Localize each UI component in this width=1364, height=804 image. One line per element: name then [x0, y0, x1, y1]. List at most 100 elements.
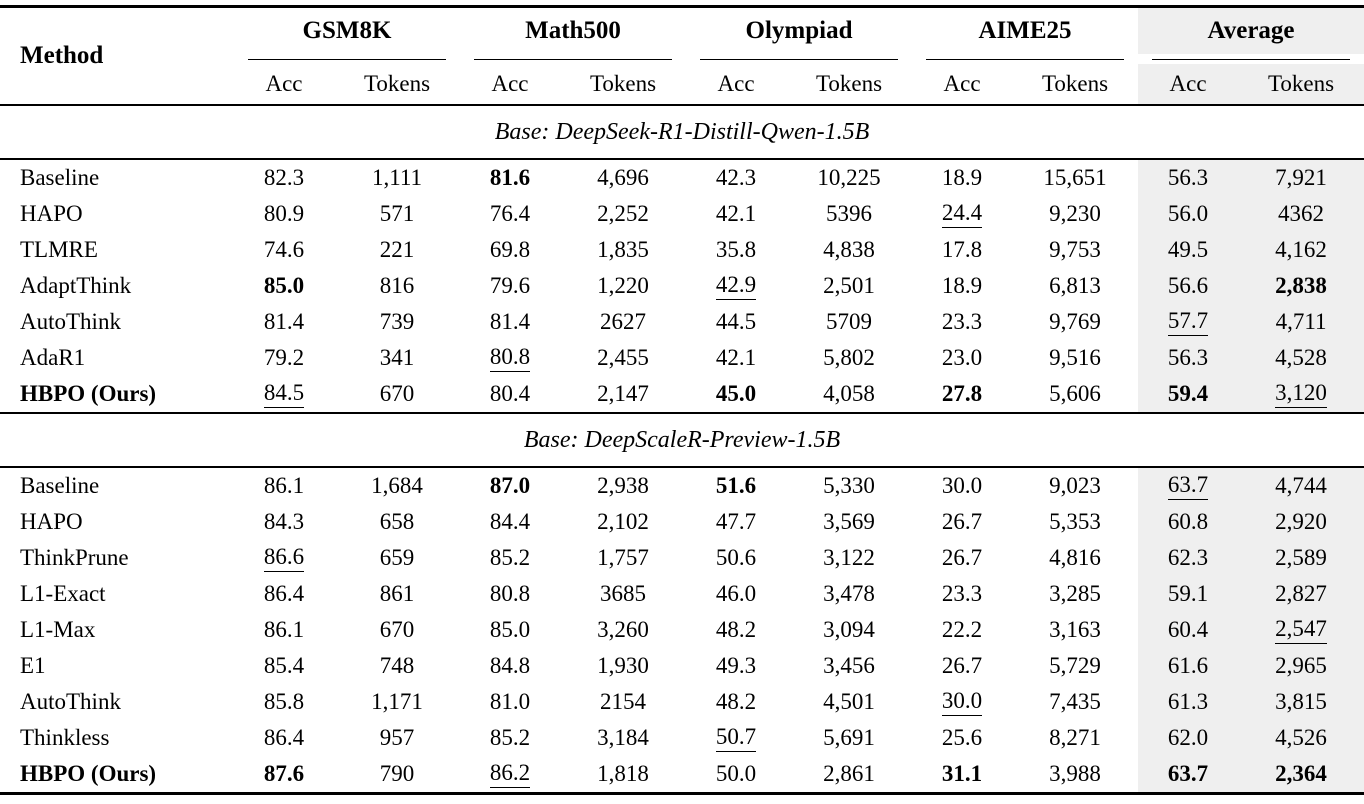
acc-cell: 48.2 [715, 689, 757, 714]
tokens-cell: 4,838 [823, 237, 875, 262]
table-row: HAPO 80.9 571 76.4 2,252 42.1 5396 24.4 9,230 56.… [0, 196, 1364, 232]
acc-cell: 47.7 [715, 509, 757, 534]
acc-cell: 61.3 [1138, 684, 1239, 720]
method-cell: Baseline [20, 165, 100, 190]
tokens-cell: 1,684 [371, 473, 423, 498]
acc-cell: 42.9 [686, 268, 786, 304]
method-cell: TLMRE [20, 237, 98, 262]
acc-cell: 56.3 [1138, 159, 1239, 196]
method-cell: Thinkless [20, 725, 110, 750]
acc-cell: 59.4 [1138, 376, 1239, 413]
results-table: Method GSM8K Math500 Olympiad AIME25 Ave… [0, 5, 1364, 795]
acc-cell: 61.6 [1138, 648, 1239, 684]
tokens-cell: 9,023 [1049, 473, 1101, 498]
acc-cell: 84.4 [489, 509, 531, 534]
acc-cell: 31.1 [941, 761, 983, 786]
tokens-cell: 2,938 [597, 473, 649, 498]
tokens-cell: 6,813 [1049, 273, 1101, 298]
acc-cell: 62.0 [1138, 720, 1239, 756]
acc-cell: 81.4 [489, 309, 531, 334]
acc-cell: 81.6 [489, 165, 531, 190]
table-row: AutoThink 81.4 739 81.4 2627 44.5 5709 23.3 9,76… [0, 304, 1364, 340]
method-cell: AdaR1 [20, 345, 86, 370]
acc-cell: 80.8 [489, 581, 531, 606]
tokens-cell: 3,163 [1049, 617, 1101, 642]
acc-cell: 85.4 [263, 653, 305, 678]
tokens-cell: 3,122 [823, 545, 875, 570]
acc-cell: 63.7 [1138, 467, 1239, 504]
tokens-cell: 8,271 [1049, 725, 1101, 750]
table-row: HBPO (Ours) 84.5 670 80.4 2,147 45.0 4,058 27.8… [0, 376, 1364, 413]
tokens-cell: 3,988 [1049, 761, 1101, 786]
acc-cell: 49.3 [715, 653, 757, 678]
tokens-cell: 2,920 [1238, 504, 1364, 540]
tokens-cell: 5,330 [823, 473, 875, 498]
subheader-acc: Acc [717, 71, 755, 96]
acc-cell: 46.0 [715, 581, 757, 606]
tokens-cell: 4,696 [597, 165, 649, 190]
tokens-cell: 2,252 [597, 201, 649, 226]
group-underline [1138, 54, 1364, 64]
tokens-cell: 3685 [600, 581, 646, 606]
table-row: HBPO (Ours) 87.6 790 86.2 1,818 50.0 2,861 31.1… [0, 756, 1364, 794]
tokens-cell: 2,838 [1238, 268, 1364, 304]
table-row: AutoThink 85.8 1,171 81.0 2154 48.2 4,501 30.0 7… [0, 684, 1364, 720]
subheader-tokens: Tokens [815, 71, 883, 96]
acc-cell: 56.0 [1138, 196, 1239, 232]
tokens-cell: 2,102 [597, 509, 649, 534]
acc-cell: 42.1 [715, 201, 757, 226]
tokens-cell: 4,711 [1238, 304, 1364, 340]
table-row: TLMRE 74.6 221 69.8 1,835 35.8 4,838 17.8 9,753 4… [0, 232, 1364, 268]
table-row: AdaptThink 85.0 816 79.6 1,220 42.9 2,501 18.9 6… [0, 268, 1364, 304]
tokens-cell: 659 [379, 545, 415, 570]
acc-cell: 60.8 [1138, 504, 1239, 540]
method-cell: AutoThink [20, 689, 121, 714]
method-cell: HBPO (Ours) [20, 761, 157, 786]
acc-cell: 81.0 [489, 689, 531, 714]
acc-cell: 86.1 [263, 617, 305, 642]
tokens-cell: 2,455 [597, 345, 649, 370]
tokens-cell: 2,147 [597, 381, 649, 406]
group-header-aime25: AIME25 [978, 17, 1072, 44]
tokens-cell: 739 [379, 309, 415, 334]
acc-cell: 18.9 [941, 165, 983, 190]
acc-cell: 86.4 [263, 581, 305, 606]
acc-cell: 26.7 [941, 653, 983, 678]
subheader-acc: Acc [1138, 64, 1239, 105]
acc-cell: 82.3 [263, 165, 305, 190]
group-header-gsm8k: GSM8K [302, 17, 392, 44]
tokens-cell: 9,769 [1049, 309, 1101, 334]
acc-cell: 79.6 [489, 273, 531, 298]
acc-cell: 23.3 [941, 309, 983, 334]
section-title: Base: DeepSeek-R1-Distill-Qwen-1.5B [0, 104, 1364, 160]
acc-cell: 30.0 [941, 473, 983, 498]
benchmark-group-row: Method GSM8K Math500 Olympiad AIME25 Ave… [0, 6, 1364, 69]
group-header-average: Average [1138, 6, 1364, 54]
acc-cell: 50.7 [686, 720, 786, 756]
acc-cell: 42.3 [715, 165, 757, 190]
tokens-cell: 4,501 [823, 689, 875, 714]
tokens-cell: 3,260 [597, 617, 649, 642]
acc-cell: 86.1 [263, 473, 305, 498]
acc-cell: 85.0 [489, 617, 531, 642]
section-title: Base: DeepScaleR-Preview-1.5B [0, 412, 1364, 468]
acc-cell: 18.9 [941, 273, 983, 298]
acc-cell: 56.6 [1138, 268, 1239, 304]
tokens-cell: 9,230 [1049, 201, 1101, 226]
method-column-header: Method [20, 42, 104, 69]
method-cell: HAPO [20, 509, 83, 534]
table-row: Thinkless 86.4 957 85.2 3,184 50.7 5,691 25.6 8,… [0, 720, 1364, 756]
tokens-cell: 3,285 [1049, 581, 1101, 606]
acc-cell: 87.6 [263, 761, 305, 786]
acc-cell: 86.6 [234, 540, 334, 576]
group-underline [234, 54, 460, 64]
group-underline [912, 54, 1138, 64]
acc-cell: 86.4 [263, 725, 305, 750]
tokens-cell: 7,921 [1238, 159, 1364, 196]
acc-cell: 84.3 [263, 509, 305, 534]
tokens-cell: 5,691 [823, 725, 875, 750]
acc-cell: 26.7 [941, 545, 983, 570]
tokens-cell: 3,094 [823, 617, 875, 642]
tokens-cell: 1,835 [597, 237, 649, 262]
